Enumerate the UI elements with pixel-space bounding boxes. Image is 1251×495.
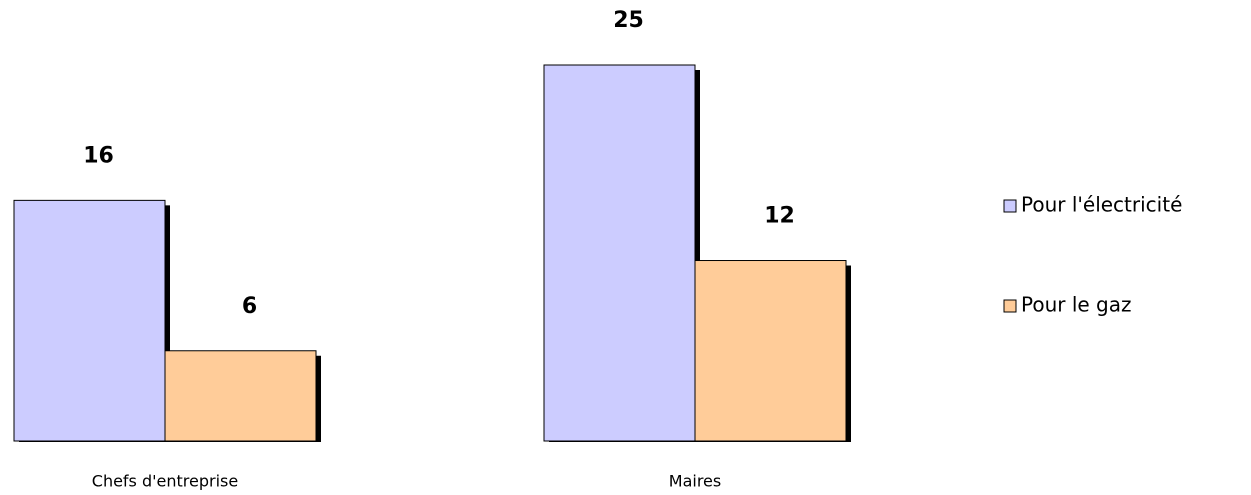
legend-swatch xyxy=(1003,199,1017,213)
value-label: 16 xyxy=(83,143,114,168)
baseline-cover xyxy=(0,442,1000,452)
bar xyxy=(164,350,317,442)
bar xyxy=(13,199,166,442)
category-label: Chefs d'entreprise xyxy=(92,472,238,491)
value-label: 12 xyxy=(764,204,795,229)
bar xyxy=(543,64,696,442)
legend-swatch xyxy=(1003,299,1017,313)
category-label: Maires xyxy=(669,472,721,491)
value-label: 25 xyxy=(613,8,644,33)
value-label: 6 xyxy=(242,294,257,319)
bar xyxy=(694,260,847,442)
legend-label: Pour le gaz xyxy=(1021,293,1132,317)
legend-label: Pour l'électricité xyxy=(1021,193,1182,217)
